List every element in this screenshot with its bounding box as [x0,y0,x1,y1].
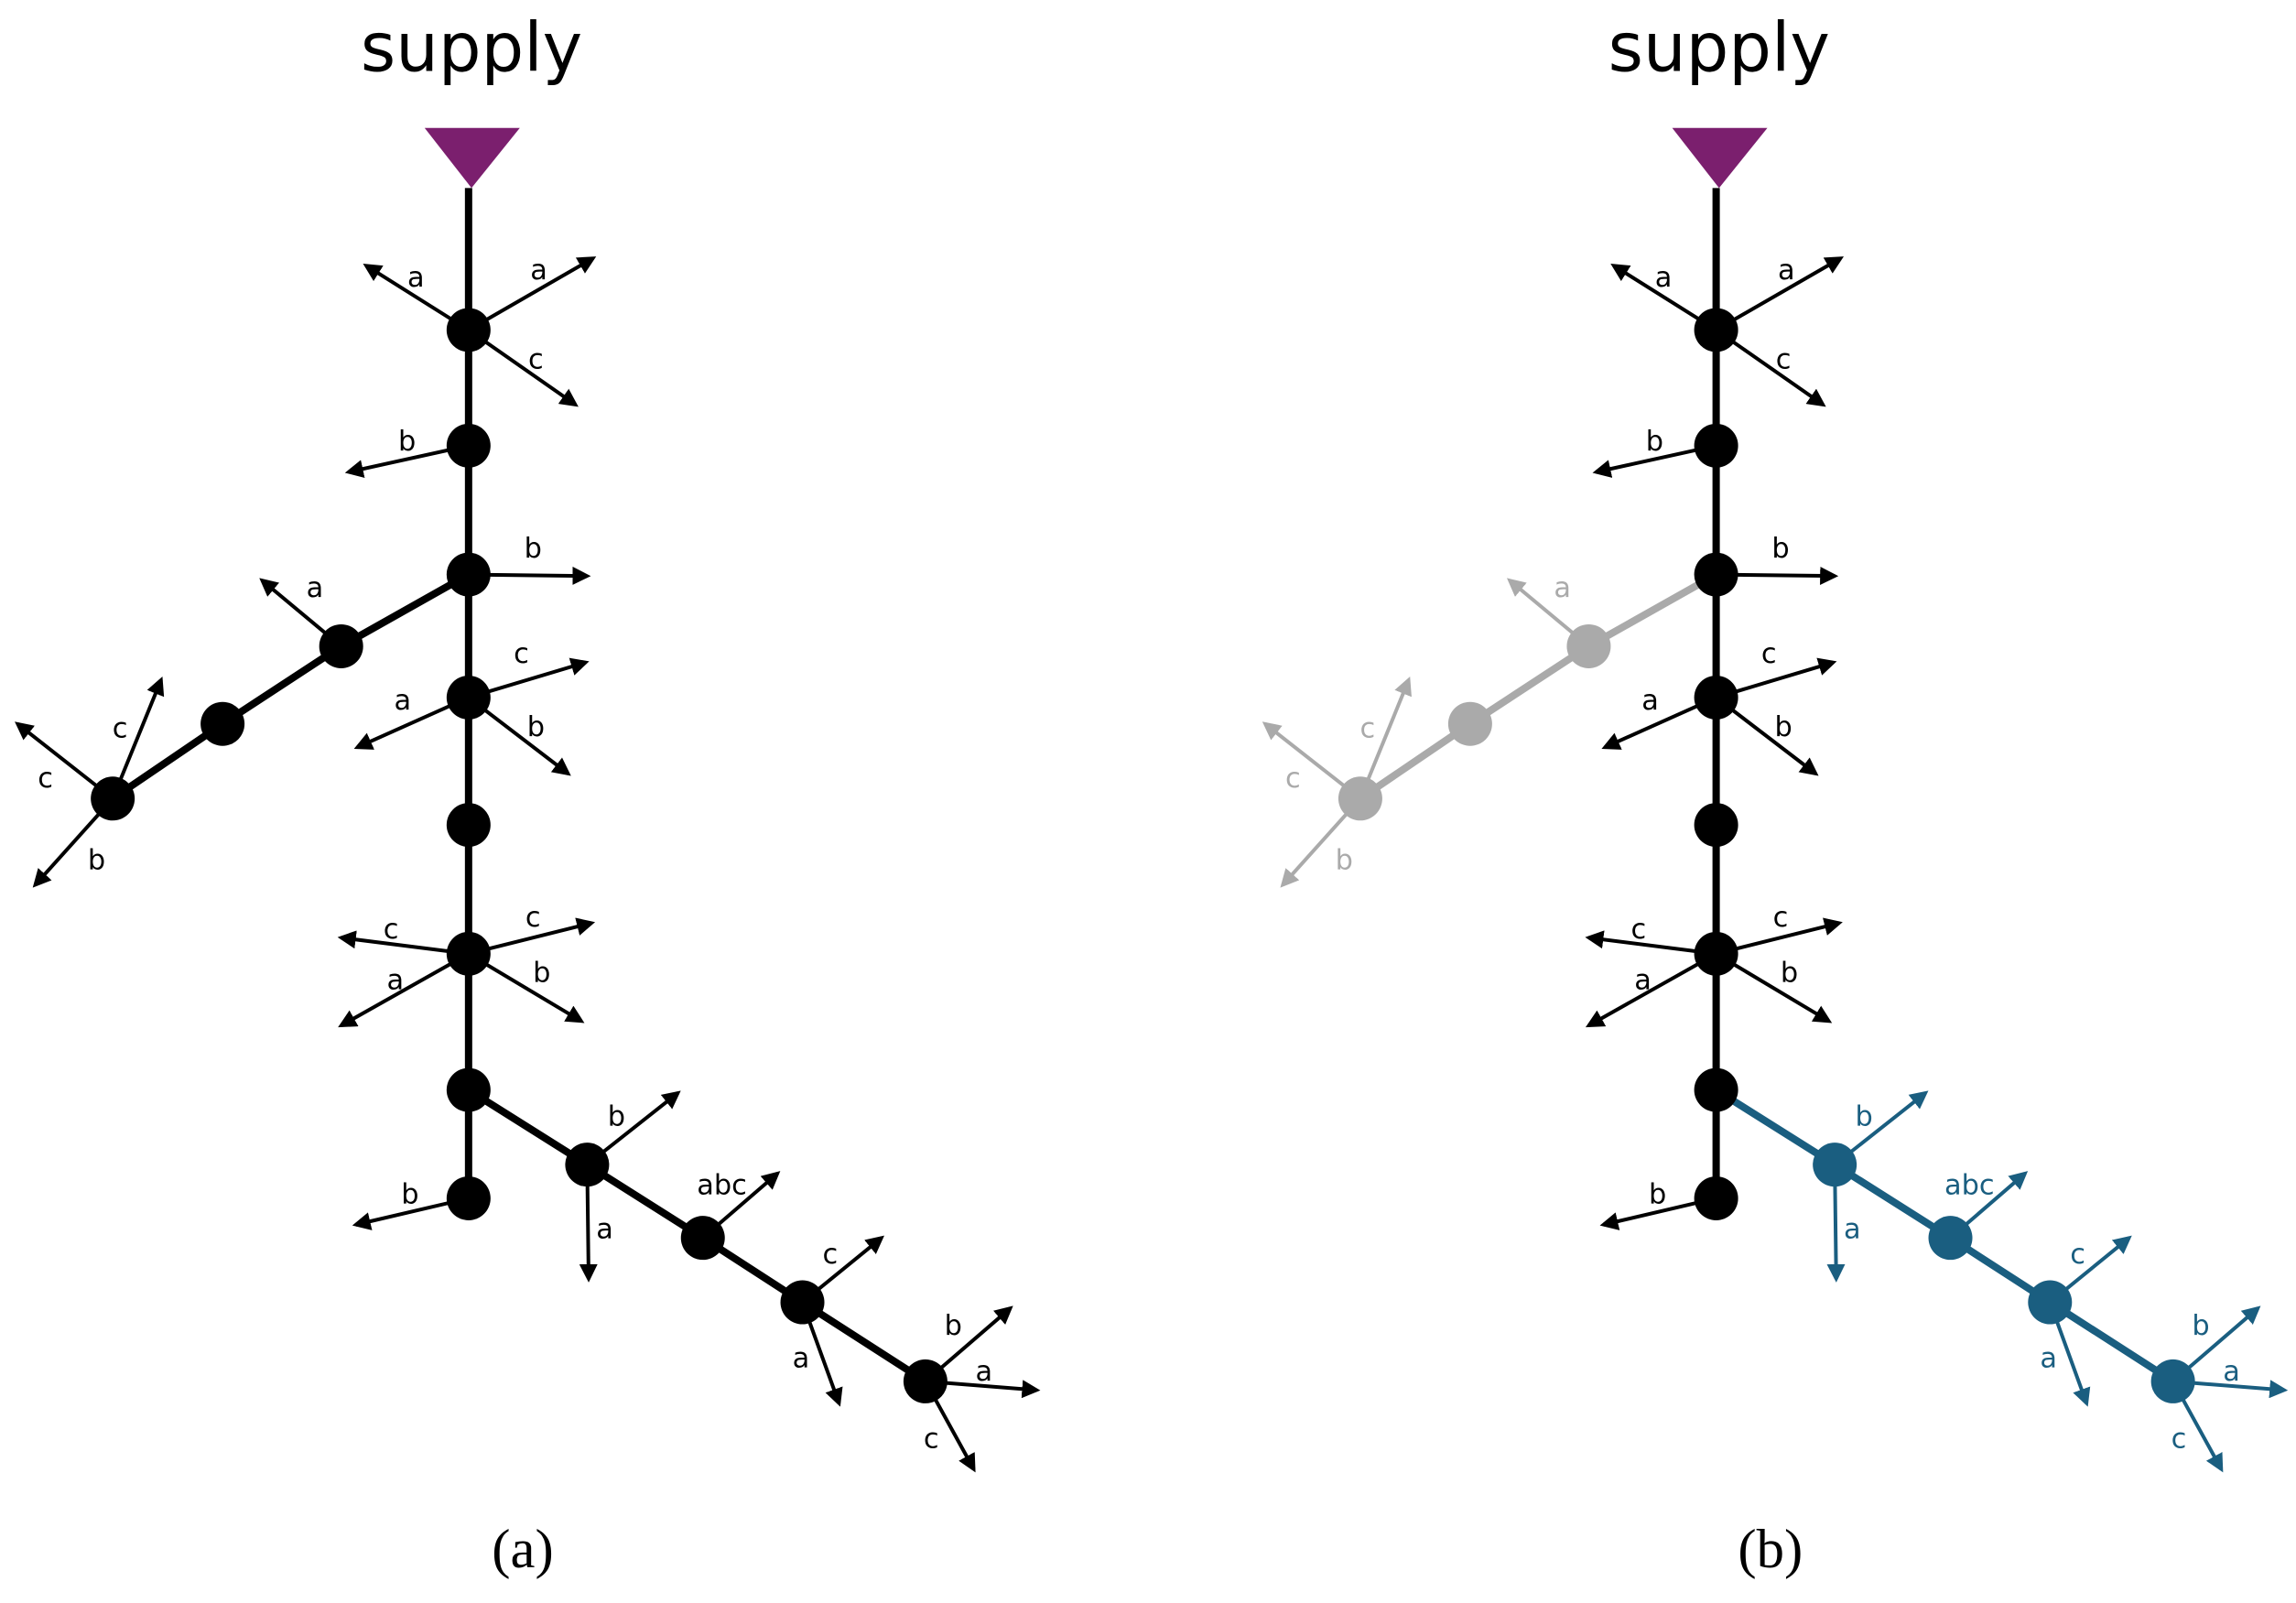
node [2028,1280,2073,1325]
node [1447,701,1492,746]
arrow-label: c [1285,763,1301,795]
arrow-label: a [387,965,405,997]
branch-pipe [110,571,471,802]
node [2150,1359,2195,1403]
node [1694,308,1738,352]
arrow-label: c [1630,914,1646,946]
node [1694,931,1738,976]
arrow-label: b [1775,711,1792,743]
arrow-label: c [924,1423,939,1455]
node [1338,776,1382,821]
arrow-label: b [401,1178,418,1210]
supply-marker [424,127,520,189]
arrow-label: b [1856,1100,1873,1132]
arrow-label: abc [697,1170,747,1202]
node [91,776,135,821]
arrow-label: c [528,344,544,376]
arrow-label: b [1771,533,1789,565]
arrow-label: a [407,262,425,294]
arrow-label: a [307,572,324,604]
arrow-label: a [1844,1214,1861,1246]
arrow-label: c [525,902,541,934]
arrow [1585,952,1717,1028]
node [1694,423,1738,468]
node [319,623,363,668]
arrow-label: a [395,685,412,717]
arrow-label: c [514,638,529,670]
node [200,701,245,746]
node [446,423,491,468]
arrow-label: c [113,713,128,745]
node [1694,675,1738,720]
arrow-label: b [398,426,416,458]
arrow-label: c [1773,902,1789,934]
arrow-label: a [1778,255,1795,287]
arrow-label: a [793,1342,810,1374]
node [680,1216,725,1261]
arrow-label: a [530,255,547,287]
arrow [467,256,597,332]
arrow-label: b [1646,426,1663,458]
arrow-label: b [88,845,105,877]
arrow-label: b [1336,845,1353,877]
arrow-label: a [1655,262,1673,294]
arrow-label: a [1554,572,1571,604]
arrow-label: b [1781,958,1798,990]
arrow-label: abc [1944,1170,1995,1202]
arrow-label: c [2171,1423,2187,1455]
arrow-label: c [2070,1239,2085,1271]
branch-pipe [1358,571,1718,802]
arrow-label: c [1360,713,1376,745]
node [446,1175,491,1220]
arrow [1715,256,1845,332]
arrow-label: b [2192,1310,2209,1342]
arrow [338,952,470,1028]
arrow-label: c [38,763,53,795]
arrow-label: a [2040,1342,2057,1374]
arrow-label: c [1776,344,1792,376]
node [565,1143,610,1187]
node [1928,1216,1973,1261]
arrow-label: b [525,533,542,565]
node [1694,803,1738,848]
node [446,803,491,848]
arrow-label: b [527,711,545,743]
node [780,1280,825,1325]
arrow-label: a [596,1214,613,1246]
node [1566,623,1611,668]
node [446,1067,491,1112]
supply-marker [1672,127,1768,189]
arrow-label: c [384,914,399,946]
node [1694,552,1738,597]
arrow-label: b [945,1310,962,1342]
supply-label: supply [1608,9,1830,87]
node [903,1359,948,1403]
node [446,931,491,976]
node [446,552,491,597]
arrow-label: c [1761,638,1777,670]
arrow-label: a [976,1356,993,1388]
arrow-label: a [2223,1356,2240,1388]
supply-label: supply [361,9,582,87]
node [1694,1175,1738,1220]
node [1813,1143,1857,1187]
node [1694,1067,1738,1112]
node [446,308,491,352]
arrow-label: a [1641,685,1659,717]
arrow-label: b [533,958,550,990]
arrow-label: b [1649,1178,1666,1210]
arrow-label: b [608,1100,625,1132]
caption: (b) [1738,1519,1803,1580]
node [446,675,491,720]
caption: (a) [492,1519,553,1580]
arrow-label: c [823,1239,839,1271]
arrow-label: a [1634,965,1652,997]
